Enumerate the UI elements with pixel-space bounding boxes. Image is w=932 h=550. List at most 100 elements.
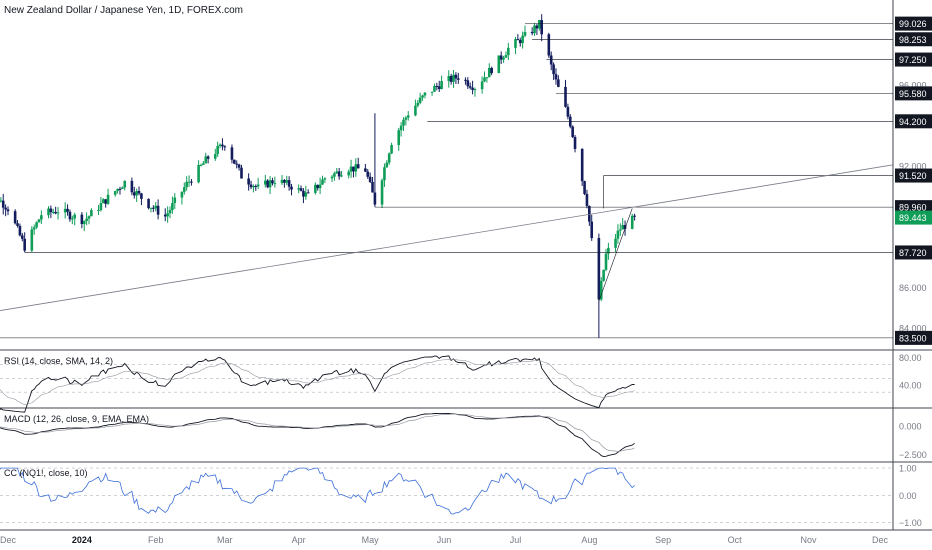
candle-body [206,156,210,159]
candle-body [256,184,260,187]
cc-label: CC (NQ1!, close, 10) [4,468,88,478]
candle-body [35,222,38,228]
level-price-label-bg [895,168,932,183]
macd-line [0,412,635,458]
candle-body [483,77,486,82]
candle-body [252,186,255,188]
level-price-label-bg [895,86,932,101]
main-price-panel[interactable] [0,0,932,531]
candle-body [51,211,55,213]
time-tick-label: Aug [581,535,597,545]
candle-body [249,184,253,188]
rsi-panel[interactable]: RSI (14, close, SMA, 14, 2) [0,355,893,413]
candle-body [130,180,134,193]
candle-body [571,126,574,137]
candle-body [349,166,353,172]
candle-body [623,225,627,229]
candle-body [213,154,217,159]
candle-body [0,200,3,202]
candle-body [337,171,341,177]
indicator-tick-label: 40.00 [899,381,922,391]
candle-body [466,80,470,87]
candle-body [190,181,193,183]
price-tick-label: 84.000 [899,323,927,333]
candle-body [297,188,300,190]
candle-body [37,219,41,223]
candle-body [599,280,603,300]
candle-body [218,144,222,146]
candle-body [340,175,343,177]
recovery-trendline [598,208,633,302]
candle-body [356,164,360,169]
candle-body [354,164,358,172]
candle-body [323,178,327,180]
candle-body [82,221,86,225]
candle-body [118,188,122,190]
candle-body [619,229,622,231]
candle-body [80,214,84,225]
candle-body [173,197,177,204]
level-price-label: 99.026 [899,19,927,29]
candle-body [630,215,634,229]
candle-body [18,225,22,236]
time-tick-label: Oct [728,535,743,545]
candle-body [304,192,308,197]
candle-body [402,119,405,126]
candle-body [335,171,339,174]
candle-body [485,77,489,79]
candle-body [113,191,117,195]
candle-body [1,200,5,208]
candle-body [588,205,591,222]
candle-body [604,253,608,270]
candle-body [368,176,372,182]
candle-body [364,168,367,172]
candle-body [235,163,239,165]
candle-body [197,164,200,183]
candle-body [621,225,624,230]
candle-body [299,188,303,191]
rsi-label: RSI (14, close, SMA, 14, 2) [4,356,113,366]
candle-body [230,147,234,160]
candle-body [435,85,439,87]
candle-body [352,166,355,172]
candle-body [347,171,350,176]
candle-body [414,105,417,116]
time-axis[interactable]: Dec 2024 Feb Mar Apr May Jun Jul Aug Sep Oct Nov Dec [0,535,888,545]
candle-body [221,144,224,147]
candle-body [237,164,241,168]
cc-panel[interactable]: CC (NQ1!, close, 10) [0,467,893,523]
time-tick-label: Feb [148,535,164,545]
chart-title: New Zealand Dollar / Japanese Yen, 1D, F… [4,5,244,16]
level-price-label-bg [895,114,932,129]
price-tick-label: 86.000 [899,283,927,293]
candle-body [538,20,541,29]
candle-body [156,205,160,215]
candle-body [406,115,410,118]
candle-body [102,199,105,204]
candle-body [104,199,107,204]
level-price-label: 89.960 [899,203,927,213]
candle-body [540,20,543,35]
candle-body [523,32,527,36]
time-tick-label: Sep [655,535,671,545]
macd-panel[interactable]: MACD (12, 26, close, 9, EMA, EMA) [0,412,635,458]
candle-body [456,78,460,80]
candle-body [633,215,636,217]
candle-body [71,218,74,220]
candle-body [614,238,617,248]
candle-body [385,162,389,168]
level-price-label-bg [895,245,932,260]
candle-body [149,207,153,209]
candle-body [68,211,72,220]
candle-body [516,39,520,41]
candle-body [418,97,422,103]
candle-body [40,215,43,220]
candle-body [90,210,93,217]
time-tick-label: Nov [801,535,818,545]
candle-body [183,187,186,192]
candle-body [585,193,589,206]
candle-body [552,64,555,75]
candle-body [416,102,420,106]
